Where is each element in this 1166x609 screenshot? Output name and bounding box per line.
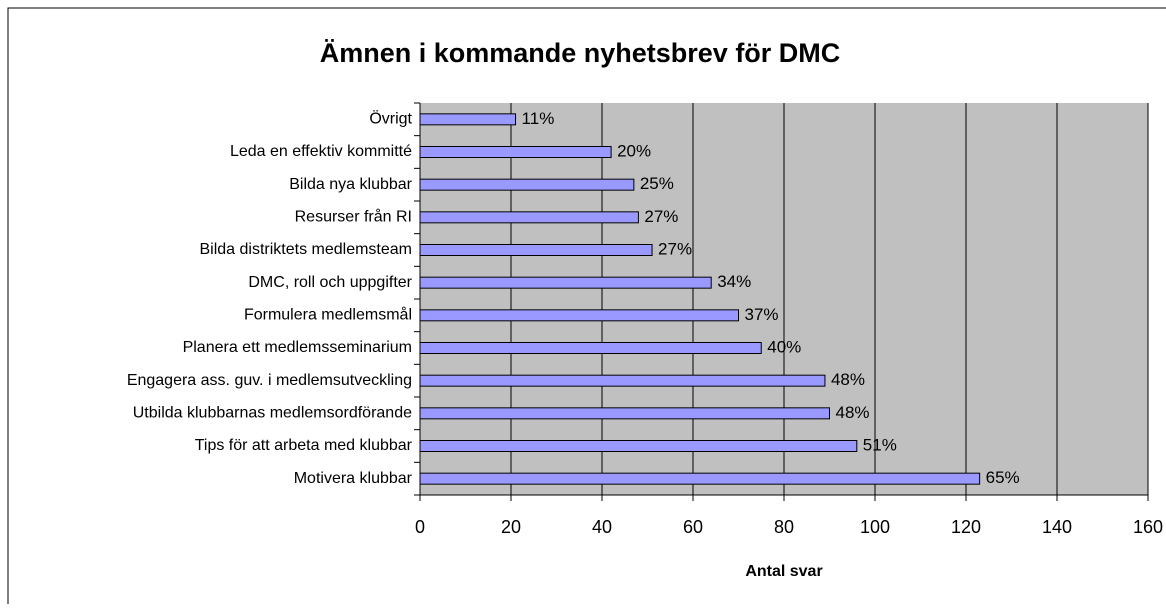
y-tick-label: Planera ett medlemsseminarium <box>183 339 412 356</box>
chart-title: Ämnen i kommande nyhetsbrev för DMC <box>320 38 841 68</box>
x-tick-label: 20 <box>501 517 521 537</box>
bar <box>419 342 762 354</box>
value-label: 27% <box>658 239 692 258</box>
y-tick-label: Tips för att arbeta med klubbar <box>195 437 413 454</box>
bar <box>419 276 712 289</box>
bar <box>419 244 653 256</box>
x-tick-label: 40 <box>592 517 612 537</box>
bar <box>419 472 981 485</box>
y-tick-label: Bilda nya klubbar <box>289 176 412 193</box>
value-label: 40% <box>767 337 801 356</box>
bar <box>419 309 739 322</box>
x-tick-label: 100 <box>860 517 890 537</box>
y-tick-label: Övrigt <box>369 110 412 128</box>
x-tick-label: 120 <box>951 517 981 537</box>
bar <box>419 178 635 191</box>
x-tick-label: 0 <box>415 517 425 537</box>
value-label: 34% <box>717 272 751 291</box>
bar <box>419 113 517 126</box>
bar <box>419 440 858 452</box>
value-label: 51% <box>863 435 897 454</box>
x-tick-label: 80 <box>774 517 794 537</box>
value-label: 11% <box>522 109 555 128</box>
x-tick-label: 60 <box>683 517 703 537</box>
bar <box>419 407 830 420</box>
value-label: 37% <box>745 305 779 324</box>
value-label: 27% <box>644 207 678 226</box>
bar <box>419 374 826 387</box>
y-tick-label: Resurser från RI <box>295 208 412 226</box>
value-label: 48% <box>836 403 870 422</box>
y-tick-label: Utbilda klubbarnas medlemsordförande <box>133 405 412 422</box>
y-tick-label: Engagera ass. guv. i medlemsutveckling <box>127 372 412 389</box>
value-label: 25% <box>640 174 674 193</box>
y-tick-label: Formulera medlemsmål <box>244 306 412 324</box>
bar <box>419 146 612 158</box>
y-tick-label: DMC, roll och uppgifter <box>248 274 412 291</box>
value-label: 48% <box>831 370 865 389</box>
value-label: 20% <box>617 141 651 160</box>
y-tick-label: Leda en effektiv kommitté <box>230 143 412 160</box>
x-axis-label: Antal svar <box>745 563 822 580</box>
bar <box>419 211 639 224</box>
y-tick-label: Bilda distriktets medlemsteam <box>199 241 412 258</box>
x-tick-label: 140 <box>1042 517 1072 537</box>
x-tick-label: 160 <box>1133 517 1163 537</box>
value-label: 65% <box>986 468 1020 487</box>
y-tick-label: Motivera klubbar <box>294 470 413 487</box>
